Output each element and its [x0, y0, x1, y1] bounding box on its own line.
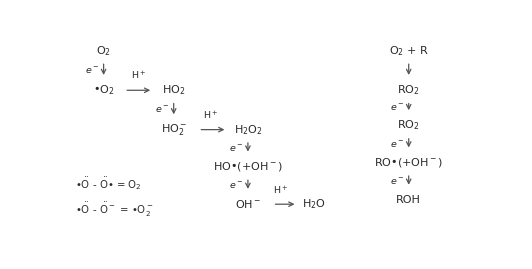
Text: HO•(+OH$^-$): HO•(+OH$^-$)	[213, 160, 283, 174]
Text: OH$^-$: OH$^-$	[235, 198, 261, 210]
Text: H$^+$: H$^+$	[203, 110, 219, 122]
Text: H$_2$O$_2$: H$_2$O$_2$	[234, 123, 262, 137]
Text: e$^-$: e$^-$	[390, 139, 404, 150]
Text: O$_2$: O$_2$	[96, 44, 111, 58]
Text: •O$_2$: •O$_2$	[93, 83, 114, 97]
Text: HO$_2^-$: HO$_2^-$	[161, 122, 187, 137]
Text: e$^-$: e$^-$	[229, 180, 244, 191]
Text: H$^+$: H$^+$	[131, 70, 146, 82]
Text: e$^-$: e$^-$	[390, 102, 404, 113]
Text: ROH: ROH	[396, 195, 421, 205]
Text: e$^-$: e$^-$	[390, 176, 404, 187]
Text: •$\ddot{\rm O}$ - $\ddot{\rm O}$• = O$_2$: •$\ddot{\rm O}$ - $\ddot{\rm O}$• = O$_2…	[74, 175, 142, 192]
Text: •$\ddot{\rm O}$ - $\ddot{\rm O}$$^-$ = •O$_2^-$: •$\ddot{\rm O}$ - $\ddot{\rm O}$$^-$ = •…	[74, 201, 153, 220]
Text: O$_2$ + R: O$_2$ + R	[389, 44, 429, 58]
Text: H$^+$: H$^+$	[273, 185, 288, 197]
Text: HO$_2$: HO$_2$	[162, 83, 185, 97]
Text: e$^-$: e$^-$	[155, 105, 169, 115]
Text: e$^-$: e$^-$	[85, 65, 99, 76]
Text: RO•(+OH$^-$): RO•(+OH$^-$)	[374, 156, 443, 169]
Text: RO$_2$: RO$_2$	[397, 119, 420, 132]
Text: H$_2$O: H$_2$O	[302, 197, 326, 211]
Text: e$^-$: e$^-$	[229, 143, 244, 154]
Text: RO$_2$: RO$_2$	[397, 83, 420, 97]
